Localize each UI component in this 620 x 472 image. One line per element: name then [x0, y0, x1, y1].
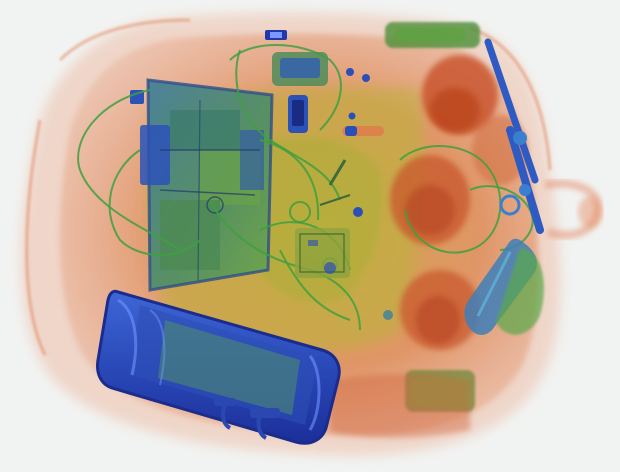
handheld-device	[464, 238, 544, 335]
metal-rod	[484, 38, 544, 234]
circuit-board	[295, 159, 393, 320]
top-items	[265, 22, 480, 136]
metal-cylinder-case	[96, 289, 341, 445]
organic-items-right	[330, 55, 528, 438]
electronics-box	[130, 78, 274, 292]
